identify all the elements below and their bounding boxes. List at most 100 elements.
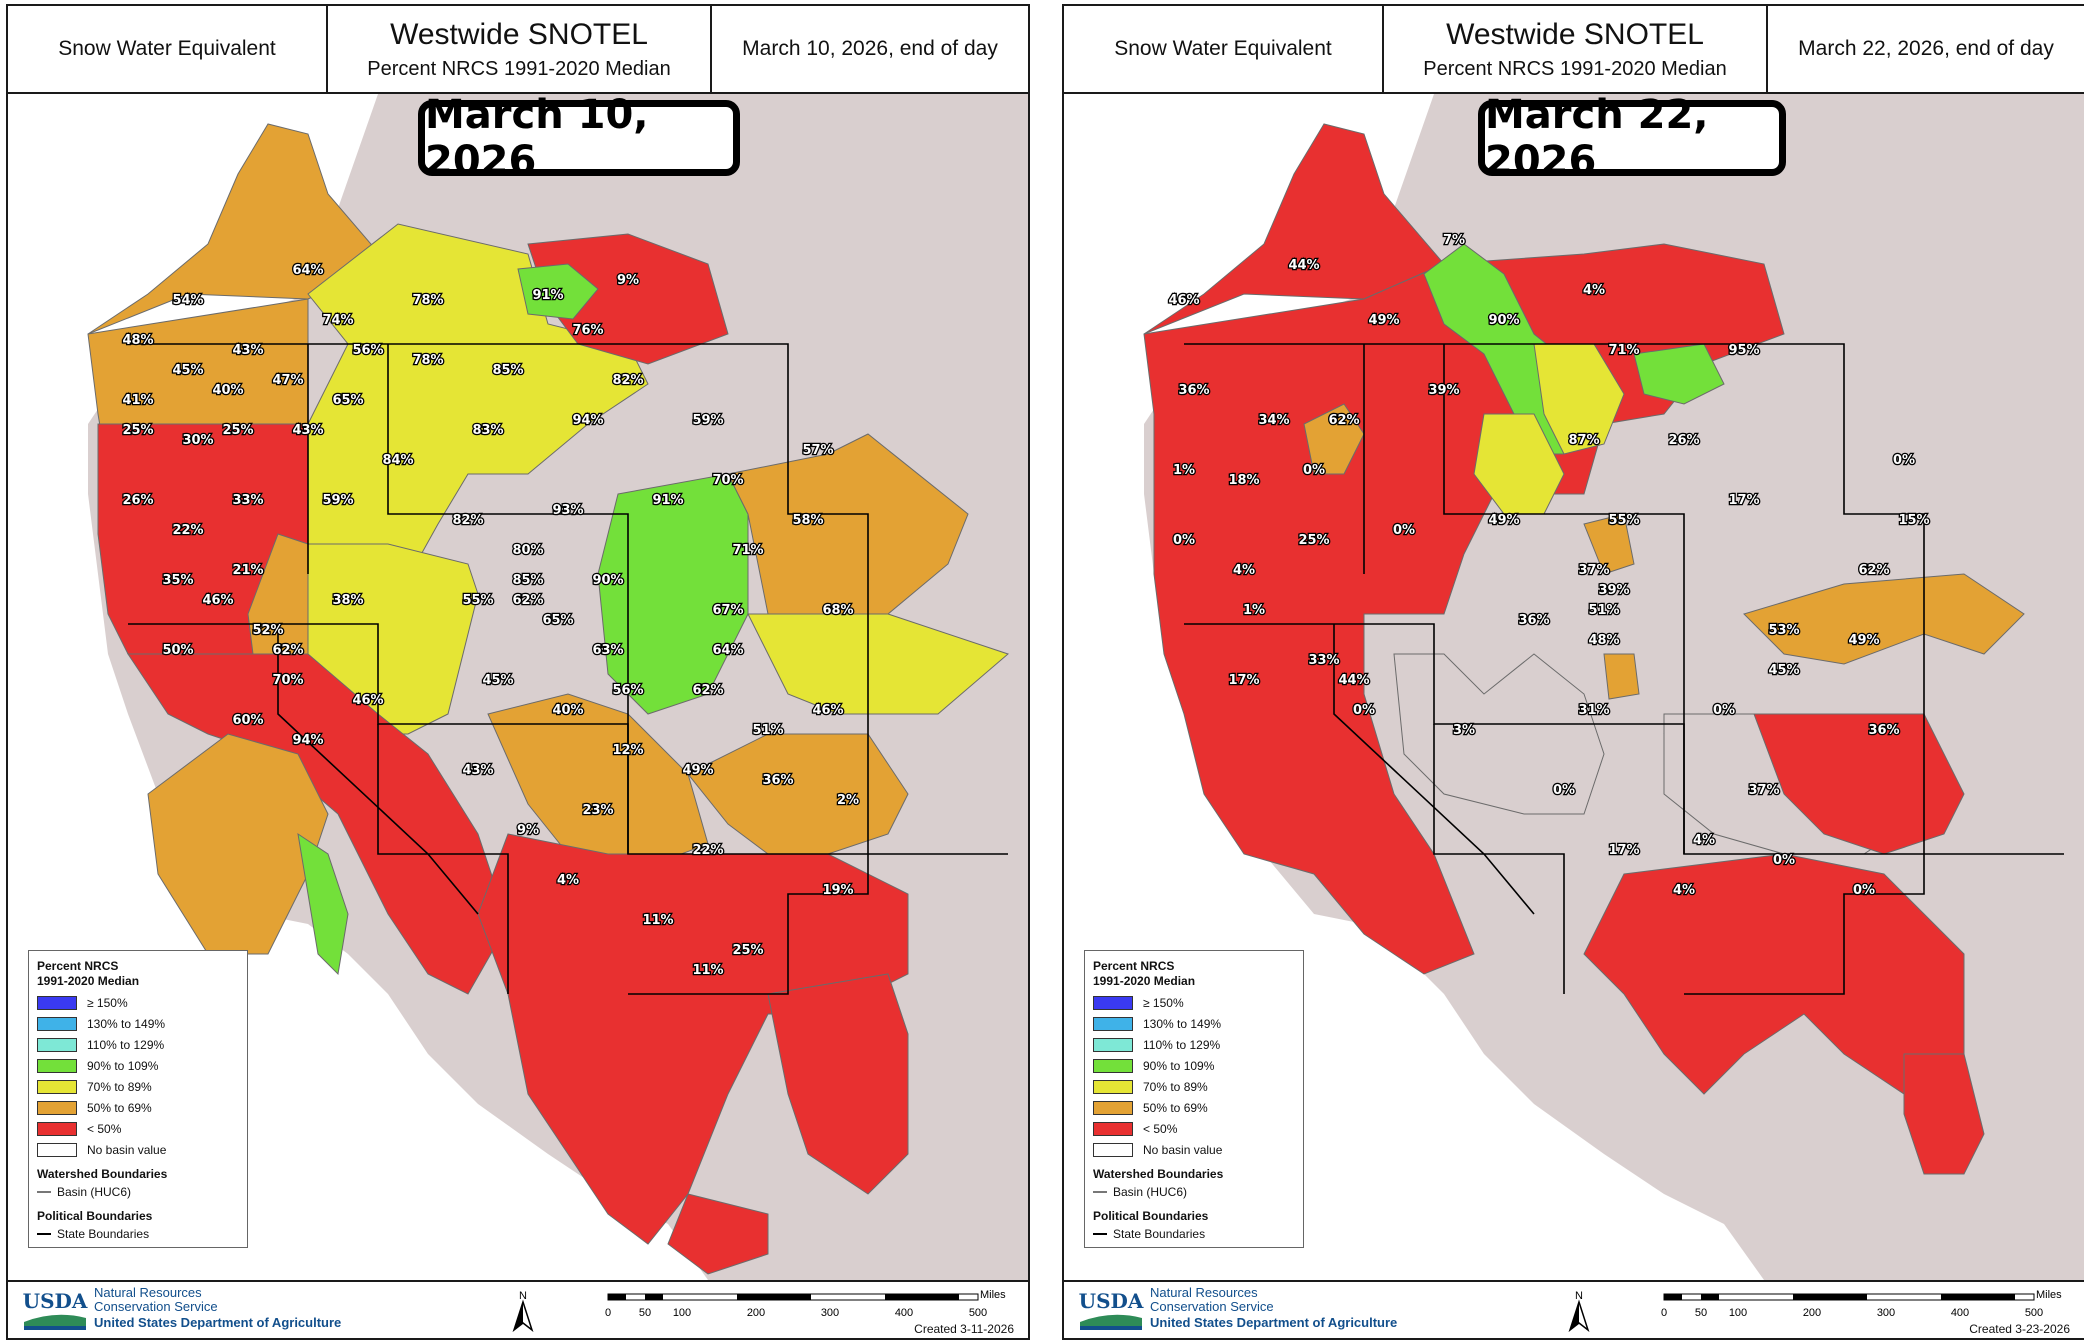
legend-basin-label: Basin (HUC6) [1113, 1185, 1188, 1199]
basin-label: 95% [1728, 343, 1759, 358]
legend-item: ≥ 150% [1093, 996, 1295, 1010]
legend-item-label: 110% to 129% [1143, 1038, 1221, 1052]
legend-swatch [1093, 1122, 1133, 1136]
basin-label: 47% [272, 373, 303, 388]
basin-label: 17% [1728, 493, 1759, 508]
basin-label: 65% [332, 393, 363, 408]
basin-label: 74% [322, 313, 353, 328]
basin-label: 0% [1553, 783, 1575, 798]
basin-label: 64% [292, 263, 323, 278]
basin-label: 9% [617, 273, 639, 288]
basin-label: 94% [292, 733, 323, 748]
basin-label: 1% [1173, 463, 1195, 478]
basin-label: 36% [1178, 383, 1209, 398]
basin-label: 11% [692, 963, 723, 978]
basin-label: 55% [462, 593, 493, 608]
basin-label: 4% [1673, 883, 1695, 898]
legend-item: 50% to 69% [37, 1101, 239, 1115]
department-name: United States Department of Agriculture [94, 1315, 342, 1330]
legend-item-label: ≥ 150% [1143, 996, 1184, 1010]
legend-item: 70% to 89% [1093, 1080, 1295, 1094]
basin-label: 59% [692, 413, 723, 428]
basin-label: 25% [122, 423, 153, 438]
legend-item: 50% to 69% [1093, 1101, 1295, 1115]
basin-label: 40% [212, 383, 243, 398]
basin-label: 26% [122, 493, 153, 508]
snotel-map: 64% 54% 48% 43% 45% 41% 40% 47% 43% 25% … [8, 94, 1028, 1280]
map-header: Snow Water Equivalent Westwide SNOTEL Pe… [1064, 6, 2084, 94]
legend-basin-line: Basin (HUC6) [37, 1185, 239, 1199]
basin-label: 36% [1868, 723, 1899, 738]
legend-item: ≥ 150% [37, 996, 239, 1010]
svg-text:N: N [1575, 1290, 1583, 1302]
map-legend: Percent NRCS 1991-2020 Median ≥ 150% 130… [1084, 950, 1304, 1248]
legend-swatch [1093, 996, 1133, 1010]
legend-swatch [37, 1143, 77, 1157]
basin-label: 45% [1768, 663, 1799, 678]
svg-text:N: N [519, 1290, 527, 1302]
basin-label: 15% [1898, 513, 1929, 528]
legend-state-line: State Boundaries [37, 1227, 239, 1241]
basin-label: 2% [837, 793, 859, 808]
basin-label: 49% [1848, 633, 1879, 648]
basin-label: 71% [732, 543, 763, 558]
header-date: March 10, 2026, end of day [742, 37, 998, 60]
date-callout: March 10, 2026 [418, 94, 740, 184]
basin-label: 46% [352, 693, 383, 708]
basin-label: 45% [172, 363, 203, 378]
basin-label: 49% [1368, 313, 1399, 328]
basin-label: 30% [182, 433, 213, 448]
scale-tick: 500 [969, 1307, 987, 1319]
svg-text:USDA: USDA [1079, 1289, 1144, 1313]
basin-label: 68% [822, 603, 853, 618]
basin-label: 90% [592, 573, 623, 588]
basin-label: 35% [162, 573, 193, 588]
legend-basin-line: Basin (HUC6) [1093, 1185, 1295, 1199]
scale-tick: 50 [1695, 1307, 1707, 1319]
agency-line1: Natural Resources [94, 1285, 202, 1300]
basin-label: 87% [1568, 433, 1599, 448]
basin-label: 63% [592, 643, 623, 658]
basin-label: 25% [1298, 533, 1329, 548]
map-area: 7% 44% 46% 4% 49% 90% 71% 95% 36% 39% 62… [1064, 94, 2084, 1280]
basin-label: 1% [1243, 603, 1265, 618]
basin-label: 62% [692, 683, 723, 698]
legend-swatch [37, 1101, 77, 1115]
legend-item-label: 50% to 69% [87, 1101, 152, 1115]
scale-tick: 50 [639, 1307, 651, 1319]
basin-label: 56% [352, 343, 383, 358]
legend-item-label: 50% to 69% [1143, 1101, 1208, 1115]
basin-labels: 64% 54% 48% 43% 45% 41% 40% 47% 43% 25% … [121, 262, 860, 980]
scale-tick: 200 [747, 1307, 765, 1319]
legend-watershed-title: Watershed Boundaries [37, 1167, 168, 1181]
basin-label: 43% [462, 763, 493, 778]
basin-label: 46% [812, 703, 843, 718]
usda-logo: USDA [23, 1289, 88, 1330]
legend-political-title: Political Boundaries [37, 1209, 153, 1223]
basin-label: 18% [1228, 473, 1259, 488]
map-area: 64% 54% 48% 43% 45% 41% 40% 47% 43% 25% … [8, 94, 1028, 1280]
basin-label: 44% [1288, 258, 1319, 273]
basin-label: 17% [1228, 673, 1259, 688]
basin-label: 4% [1583, 283, 1605, 298]
legend-title-line2: 1991-2020 Median [37, 974, 140, 988]
map-subtitle: Percent NRCS 1991-2020 Median [1423, 57, 1727, 80]
scale-tick: 200 [1803, 1307, 1821, 1319]
basin-label: 0% [1853, 883, 1875, 898]
basin-label: 82% [612, 373, 643, 388]
legend-title-line1: Percent NRCS [1093, 959, 1175, 973]
basin-label: 56% [612, 683, 643, 698]
basin-label: 62% [1328, 413, 1359, 428]
legend-item: < 50% [1093, 1122, 1295, 1136]
legend-item-label: < 50% [1143, 1122, 1178, 1136]
legend-swatch [1093, 1080, 1133, 1094]
legend-state-line: State Boundaries [1093, 1227, 1295, 1241]
basin-label: 53% [1768, 623, 1799, 638]
scale-tick: 100 [1729, 1307, 1747, 1319]
basin-label: 43% [232, 343, 263, 358]
basin-label: 45% [482, 673, 513, 688]
legend-swatch [1093, 1038, 1133, 1052]
basin-label: 52% [252, 623, 283, 638]
basin-label: 93% [552, 503, 583, 518]
scale-tick: 300 [821, 1307, 839, 1319]
